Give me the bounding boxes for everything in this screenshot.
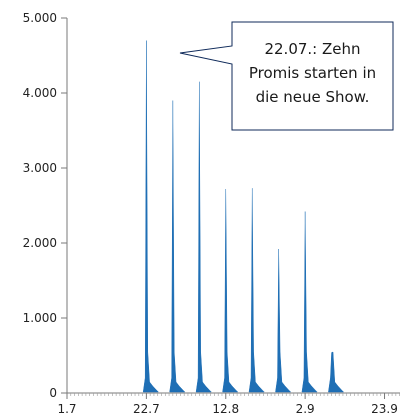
callout-box [179,21,394,131]
spike-6 [275,248,292,393]
spike-3 [195,81,212,393]
spike-7 [301,211,318,393]
y-tick-label: 0 [49,386,57,400]
y-tick-label: 4.000 [23,86,57,100]
y-tick-label: 2.000 [23,236,57,250]
x-tick-label: 2.9 [296,402,315,416]
x-tick-label: 1.7 [57,402,76,416]
spike-4 [222,188,239,393]
callout-text-line: 22.07.: Zehn [264,40,360,58]
callout-text-line: Promis starten in [249,64,376,82]
annotation-callout: 22.07.: Zehn Promis starten in die neue Sh… [179,21,394,131]
x-axis: 1.7 22.7 12.8 2.9 23.9 [57,392,400,416]
y-tick-label: 1.000 [23,311,57,325]
spike-8 [328,351,345,393]
spike-1 [142,40,159,393]
x-tick-label: 23.9 [371,402,398,416]
callout-text-line: die neue Show. [256,88,370,106]
data-series [142,40,345,393]
y-axis: 0 1.000 2.000 3.000 4.000 5.000 [23,11,68,400]
spike-2 [169,100,186,393]
spike-5 [248,188,265,393]
x-tick-label: 22.7 [133,402,160,416]
x-tick-label: 12.8 [212,402,239,416]
y-tick-label: 5.000 [23,11,57,25]
y-tick-label: 3.000 [23,161,57,175]
